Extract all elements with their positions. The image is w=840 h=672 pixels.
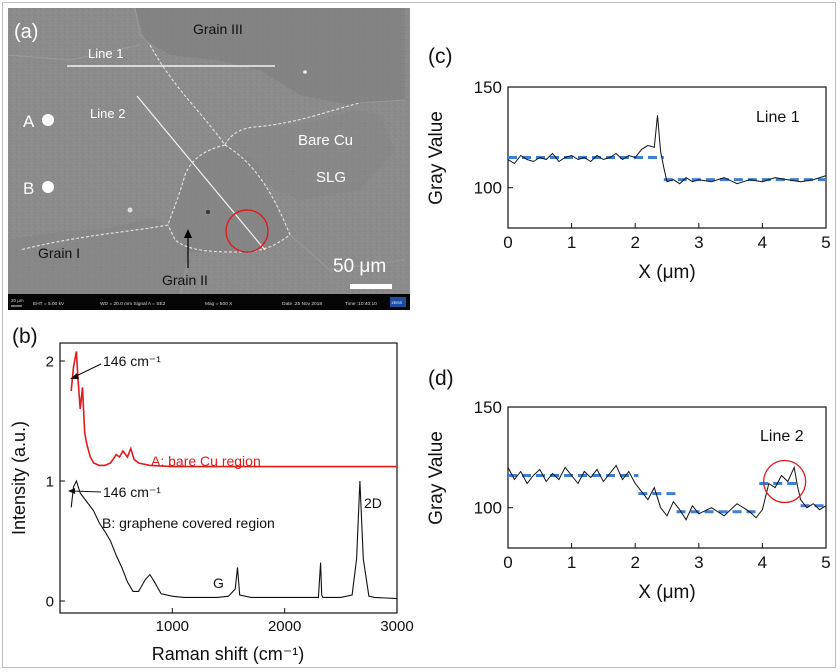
annotation-g-band: G (213, 575, 224, 591)
panel-b-label: (b) (12, 325, 38, 348)
x-tick-label: 4 (758, 233, 767, 252)
annotation-peak-b-arrow (71, 490, 102, 493)
info-mag: Mag = 500 X (205, 301, 233, 307)
line-2-profile (507, 464, 827, 521)
y-tick-label: 2 (46, 353, 54, 370)
grain-iii-label: Grain III (193, 21, 243, 37)
y-tick-label: 150 (474, 398, 502, 417)
info-date: Date :25 Nov 2018 (282, 301, 322, 307)
ylabel-c: Gray Value (426, 111, 447, 205)
x-tick-label: 3000 (380, 618, 413, 635)
y-tick-label: 100 (474, 179, 502, 198)
x-tick-label: 5 (821, 233, 830, 252)
x-tick-label: 4 (758, 553, 767, 572)
ylabel-d: Gray Value (426, 431, 447, 525)
panel-a-label: (a) (14, 21, 38, 43)
x-tick-label: 3 (694, 553, 703, 572)
line-1-profile (507, 115, 827, 185)
panel-b-ticks: 1000 2000 3000 0 1 2 (46, 353, 414, 635)
info-eht: EHT = 5.00 kV (33, 301, 65, 307)
info-wd: WD = 20.0 mm Signal A = SE2 (100, 301, 166, 307)
y-tick-label: 100 (474, 499, 502, 518)
xlabel-c: X (μm) (638, 262, 695, 283)
y-tick-label: 0 (46, 593, 54, 610)
slg-region (225, 110, 395, 200)
panel-b-frame (59, 342, 398, 614)
panel-a: (a) Grain III Line 1 Line 2 A B Bare Cu … (7, 7, 410, 310)
panel-c-chart: 0 1 2 3 4 5 100 150 Line 1 Gray Value X (μm) (426, 78, 831, 283)
x-tick-label: 2000 (268, 618, 301, 635)
point-a-dot (42, 114, 54, 126)
x-tick-label: 1000 (156, 618, 189, 635)
scalebar-label: 50 μm (333, 256, 386, 277)
sem-info-bar (8, 294, 410, 310)
annotation-peak-b: 146 cm⁻¹ (103, 484, 161, 500)
xlabel-b: Raman shift (cm⁻¹) (152, 644, 305, 664)
title-d: Line 2 (760, 428, 804, 445)
grain-iii-region (135, 8, 405, 105)
zeiss-logo (390, 297, 406, 307)
defect-dot (127, 207, 133, 213)
point-b-dot (42, 181, 54, 193)
point-a-label: A (23, 112, 35, 131)
x-tick-label: 1 (567, 553, 576, 572)
x-tick-label: 2 (630, 553, 639, 572)
panel-c-ticks: 0 1 2 3 4 5 100 150 (474, 78, 831, 252)
panel-c-label: (c) (428, 45, 453, 68)
panel-d-label: (d) (428, 367, 454, 390)
grain-i-label: Grain I (38, 245, 80, 261)
xlabel-d: X (μm) (638, 582, 695, 603)
x-tick-label: 0 (503, 233, 512, 252)
point-b-label: B (23, 179, 34, 198)
annotation-label-b: B: graphene covered region (102, 515, 275, 531)
annotation-peak-a: 146 cm⁻¹ (103, 353, 161, 369)
line-2-label: Line 2 (90, 106, 125, 121)
grain-i-region (8, 218, 190, 294)
ylabel-b: Intensity (a.u.) (9, 421, 29, 535)
panel-c-fits (508, 156, 826, 182)
y-tick-label: 150 (474, 78, 502, 97)
highlight-circle (763, 459, 807, 504)
title-c: Line 1 (756, 109, 800, 126)
panel-d-frame (507, 406, 827, 549)
x-tick-label: 3 (694, 233, 703, 252)
grain-ii-label: Grain II (162, 272, 208, 288)
red-circle-marker (225, 209, 269, 253)
grain-edges (7, 7, 406, 295)
annotation-peak-b-arrowhead (68, 488, 75, 494)
grain-ii-arrowhead (184, 229, 192, 238)
defect-dot (206, 210, 210, 214)
zeiss-logo-text: ZEISS (392, 301, 403, 305)
info-time: Time :10:40:10 (345, 301, 377, 307)
line-2-scan (136, 95, 266, 251)
panel-d-ticks: 0 1 2 3 4 5 100 150 (474, 398, 831, 572)
line-1-label: Line 1 (88, 46, 123, 61)
series-a-bare-cu-line (70, 351, 397, 468)
defect-dot (303, 70, 307, 74)
annotation-label-a: A: bare Cu region (151, 453, 261, 469)
y-tick-label: 1 (46, 473, 54, 490)
grain-boundaries (19, 44, 361, 253)
x-tick-label: 1 (567, 233, 576, 252)
annotation-2d-band: 2D (364, 495, 382, 511)
x-tick-label: 2 (630, 233, 639, 252)
slg-label: SLG (316, 169, 346, 186)
info-scale: 20 μm (11, 298, 24, 303)
panel-d-chart: 0 1 2 3 4 5 100 150 Line 2 Gray Value X (μm) (426, 398, 831, 603)
x-tick-label: 5 (821, 553, 830, 572)
scalebar (350, 284, 392, 289)
x-tick-label: 0 (503, 553, 512, 572)
series-b-graphene-line (70, 479, 398, 600)
bare-cu-label: Bare Cu (298, 132, 353, 149)
panel-b-chart: 1000 2000 3000 0 1 2 Intensity (a.u.) Raman s… (9, 342, 414, 664)
annotation-peak-a-arrowhead (70, 373, 79, 379)
